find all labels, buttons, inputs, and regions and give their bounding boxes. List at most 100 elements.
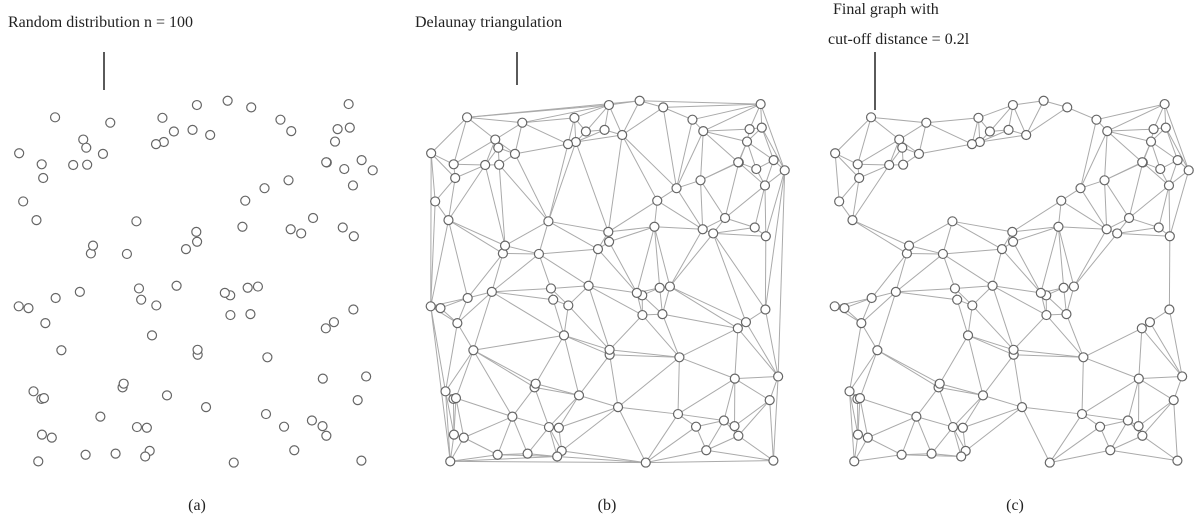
edge xyxy=(448,164,486,221)
node xyxy=(448,429,460,440)
edge xyxy=(895,287,956,293)
node xyxy=(28,386,39,397)
node xyxy=(80,449,91,460)
edge xyxy=(662,313,738,329)
node xyxy=(854,393,866,404)
edge xyxy=(967,334,1014,356)
edge xyxy=(558,406,619,429)
panel-a xyxy=(13,95,378,468)
node xyxy=(361,371,372,382)
node xyxy=(1078,352,1089,363)
edge xyxy=(1080,187,1108,230)
edge xyxy=(563,334,610,351)
edge xyxy=(772,376,779,461)
edge xyxy=(430,305,458,324)
edge xyxy=(1106,130,1143,163)
edge xyxy=(982,354,1015,396)
edge xyxy=(455,397,513,418)
node xyxy=(68,159,79,171)
node xyxy=(191,236,203,247)
edge xyxy=(1128,162,1144,219)
edge xyxy=(467,253,504,299)
node xyxy=(1076,408,1088,420)
edge xyxy=(1110,435,1143,451)
node xyxy=(729,373,740,384)
node xyxy=(1144,317,1156,328)
edge xyxy=(700,161,739,181)
node xyxy=(1101,224,1112,235)
edge xyxy=(867,416,917,439)
edge xyxy=(724,162,740,219)
node xyxy=(49,112,61,123)
edge xyxy=(1165,127,1190,171)
edge xyxy=(918,143,973,155)
edge xyxy=(597,248,638,294)
node xyxy=(285,224,296,235)
edge xyxy=(871,116,927,124)
edge xyxy=(1013,314,1047,351)
node xyxy=(1172,155,1183,166)
node xyxy=(332,124,343,135)
node xyxy=(192,344,203,355)
edge xyxy=(575,129,605,143)
node xyxy=(977,390,989,401)
node xyxy=(583,280,594,291)
node xyxy=(245,309,256,320)
node xyxy=(756,122,767,133)
node xyxy=(87,240,99,251)
edge xyxy=(669,286,747,323)
edge xyxy=(514,122,523,155)
edge xyxy=(669,233,714,287)
edge xyxy=(1138,399,1174,427)
node xyxy=(240,195,251,206)
edge xyxy=(669,229,704,287)
node xyxy=(1155,163,1166,175)
edge xyxy=(857,117,872,165)
node xyxy=(171,280,182,291)
edge xyxy=(765,170,786,237)
node xyxy=(306,415,318,426)
edge xyxy=(745,321,779,377)
node xyxy=(760,304,771,315)
node xyxy=(996,244,1008,255)
edge xyxy=(712,233,766,310)
edge xyxy=(661,313,680,358)
node xyxy=(1102,126,1113,137)
edge xyxy=(588,285,643,316)
edge xyxy=(575,134,623,143)
node xyxy=(903,240,915,251)
edge xyxy=(430,219,449,307)
node xyxy=(458,432,469,443)
node xyxy=(1056,195,1067,206)
edge xyxy=(1021,406,1083,415)
node xyxy=(740,317,752,328)
node xyxy=(947,216,958,227)
edge xyxy=(617,406,647,463)
edge xyxy=(971,305,1014,351)
edge xyxy=(849,391,859,435)
node xyxy=(1091,114,1102,125)
edge xyxy=(706,449,774,462)
node xyxy=(347,180,359,191)
edge xyxy=(926,122,973,145)
edge xyxy=(457,291,493,324)
edge xyxy=(915,387,939,417)
edge xyxy=(484,164,506,246)
edge xyxy=(700,180,726,219)
node xyxy=(773,371,784,382)
edge xyxy=(608,241,638,294)
edge xyxy=(1158,185,1170,228)
node xyxy=(1133,421,1144,432)
node xyxy=(36,159,47,170)
edge xyxy=(1049,426,1101,463)
edge xyxy=(1127,378,1140,421)
node xyxy=(1021,129,1032,141)
edge xyxy=(679,356,735,380)
edge xyxy=(834,116,872,154)
edge xyxy=(761,127,786,171)
node xyxy=(14,148,25,159)
edge xyxy=(857,139,900,165)
node xyxy=(56,345,67,356)
node xyxy=(856,318,867,329)
edge xyxy=(609,314,643,351)
